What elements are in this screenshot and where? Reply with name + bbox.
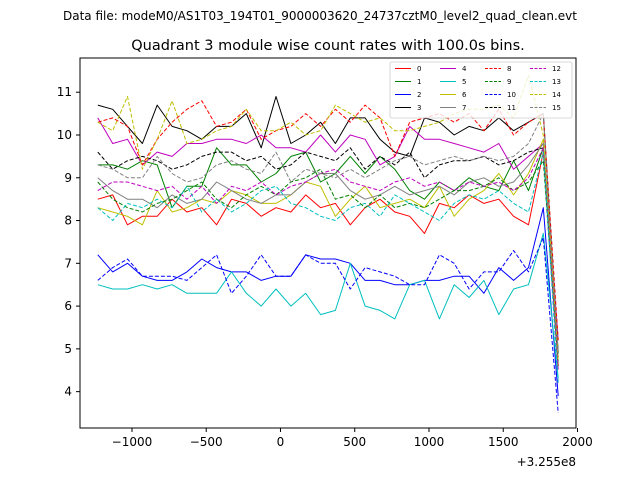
chart-title: Quadrant 3 module wise count rates with … <box>131 38 525 54</box>
series-line-6 <box>97 138 559 362</box>
y-tick-label: 6 <box>64 299 72 313</box>
legend-label-15: 15 <box>552 104 561 112</box>
series-line-15 <box>97 113 559 354</box>
legend-label-8: 8 <box>507 65 511 73</box>
series-line-11 <box>97 147 559 354</box>
x-tick-label: 1000 <box>414 435 445 449</box>
legend-label-9: 9 <box>507 78 511 86</box>
series-line-0 <box>97 151 559 367</box>
x-tick-label: 2000 <box>562 435 593 449</box>
legend-label-0: 0 <box>417 65 421 73</box>
series-line-4 <box>97 117 559 341</box>
legend-label-10: 10 <box>507 91 516 99</box>
figure-suptitle: Data file: modeM0/AS1T03_194T01_90000036… <box>63 9 577 23</box>
x-tick-label: 1500 <box>488 435 519 449</box>
legend-label-5: 5 <box>462 78 466 86</box>
legend-label-2: 2 <box>417 91 421 99</box>
series-line-3 <box>97 96 559 354</box>
x-tick-label: −500 <box>190 435 223 449</box>
y-tick-label: 4 <box>64 385 72 399</box>
series-line-10 <box>97 237 559 414</box>
series-line-13 <box>97 151 559 384</box>
y-tick-label: 5 <box>64 342 72 356</box>
y-tick-label: 10 <box>57 128 72 142</box>
legend-label-11: 11 <box>507 104 516 112</box>
y-tick-label: 7 <box>64 256 72 270</box>
x-tick-label: 500 <box>343 435 366 449</box>
y-tick-label: 11 <box>57 85 72 99</box>
x-tick-label: −1000 <box>112 435 153 449</box>
series-line-5 <box>97 232 559 379</box>
plot-area-frame <box>79 57 577 429</box>
legend-label-3: 3 <box>417 104 421 112</box>
legend-label-4: 4 <box>462 65 467 73</box>
x-tick-label: 0 <box>277 435 285 449</box>
legend-label-7: 7 <box>462 104 466 112</box>
series-layer <box>97 74 559 414</box>
x-axis: −1000 −500 0 500 1000 1500 2000 <box>112 428 593 449</box>
series-line-9 <box>97 160 559 367</box>
legend-frame <box>389 61 573 119</box>
legend-label-14: 14 <box>552 91 561 99</box>
legend-label-1: 1 <box>417 78 421 86</box>
x-axis-offset-label: +3.255e8 <box>517 455 576 469</box>
series-line-2 <box>97 207 559 396</box>
series-line-12 <box>97 147 559 371</box>
y-tick-label: 9 <box>64 171 72 185</box>
legend-label-12: 12 <box>552 65 561 73</box>
y-tick-label: 8 <box>64 214 72 228</box>
series-line-7 <box>97 143 559 358</box>
legend-label-6: 6 <box>462 91 467 99</box>
y-axis: 4 5 6 7 8 9 10 11 <box>57 85 80 399</box>
legend-label-13: 13 <box>552 78 561 86</box>
